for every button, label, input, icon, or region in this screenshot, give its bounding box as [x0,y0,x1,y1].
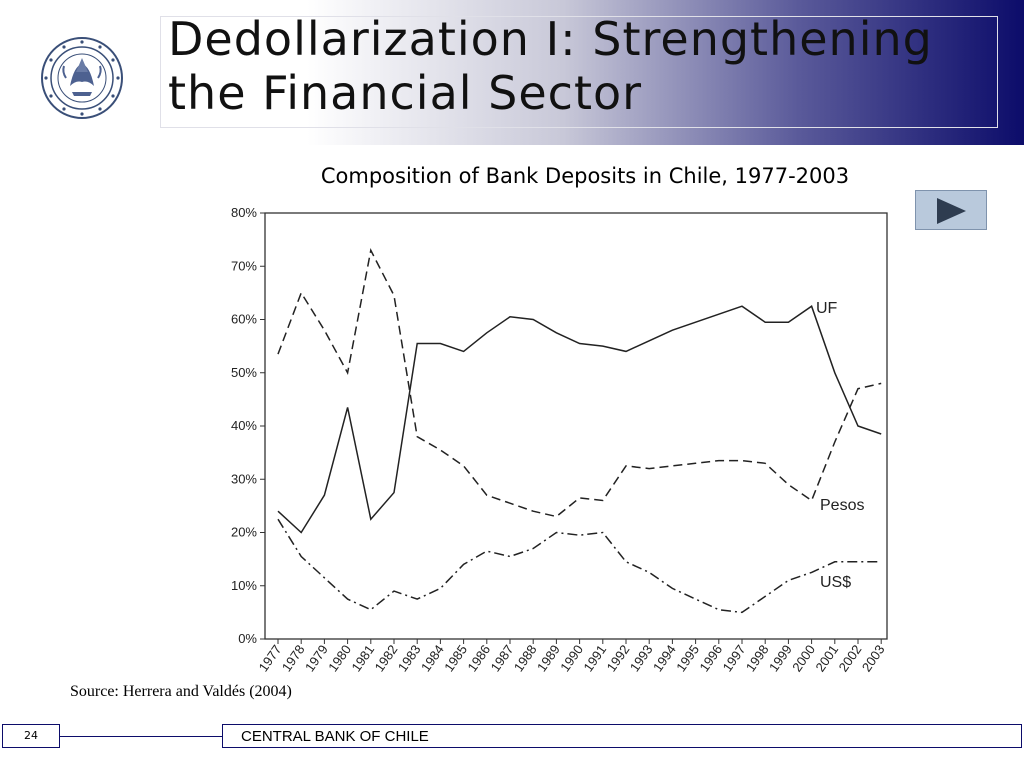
x-tick-label: 1982 [372,642,401,674]
x-tick-label: 1998 [743,642,772,674]
y-tick-label: 0% [238,631,257,646]
x-tick-label: 1997 [720,642,749,674]
play-button[interactable] [915,190,987,230]
x-tick-label: 2002 [836,642,865,674]
header-band [0,0,1024,145]
series-line-uf [277,305,882,534]
y-tick-label: 40% [231,418,257,433]
series-label-uf: UF [816,300,838,317]
series-line-ususd [277,518,882,614]
footer-bar: CENTRAL BANK OF CHILE [222,724,1022,748]
x-tick-label: 1990 [557,642,586,674]
x-tick-label: 1978 [279,642,308,674]
x-tick-label: 2003 [859,642,888,674]
x-tick-label: 1983 [395,642,424,674]
source-note: Source: Herrera and Valdés (2004) [70,683,292,700]
chart-title: Composition of Bank Deposits in Chile, 1… [320,164,850,188]
y-tick-label: 50% [231,365,257,380]
y-tick-label: 60% [231,312,257,327]
x-tick-label: 1993 [627,642,656,674]
slide-title-line-2: the Financial Sector [168,66,643,120]
x-tick-label: 1986 [464,642,493,674]
x-tick-label: 2001 [812,642,841,674]
series-line-pesos [277,248,882,518]
x-tick-label: 1994 [650,642,679,674]
x-tick-label: 1988 [511,642,540,674]
x-tick-label: 1984 [418,642,447,674]
x-tick-label: 1992 [604,642,633,674]
page-number: 24 [2,724,60,748]
title-frame [160,16,998,128]
x-tick-label: 1989 [534,642,563,674]
x-tick-label: 1977 [256,642,285,674]
y-tick-label: 30% [231,471,257,486]
x-tick-label: 1980 [325,642,354,674]
x-tick-label: 1981 [348,642,377,674]
plot-frame [264,212,888,640]
x-tick-label: 1987 [488,642,517,674]
x-tick-label: 1985 [441,642,470,674]
footer-text: CENTRAL BANK OF CHILE [241,728,429,745]
y-tick-label: 70% [231,258,257,273]
play-icon [937,198,966,224]
x-tick-label: 1979 [302,642,331,674]
x-tick-label: 1995 [673,642,702,674]
slide-title: Dedollarization I: Strengthening the Fin… [168,12,998,120]
y-tick-label: 20% [231,525,257,540]
series-label-pesos: Pesos [820,497,864,514]
slide-title-line-1: Dedollarization I: Strengthening [168,12,933,66]
y-tick-label: 80% [231,205,257,220]
footer-divider [60,736,222,737]
series-label-ususd: US$ [820,574,851,591]
central-bank-seal-logo [41,37,123,119]
x-tick-label: 1991 [580,642,609,674]
y-tick-label: 10% [231,578,257,593]
x-tick-label: 1999 [766,642,795,674]
x-tick-label: 2000 [789,642,818,674]
line-chart: 0%10%20%30%40%50%60%70%80%19771978197919… [231,205,888,674]
x-tick-label: 1996 [696,642,725,674]
